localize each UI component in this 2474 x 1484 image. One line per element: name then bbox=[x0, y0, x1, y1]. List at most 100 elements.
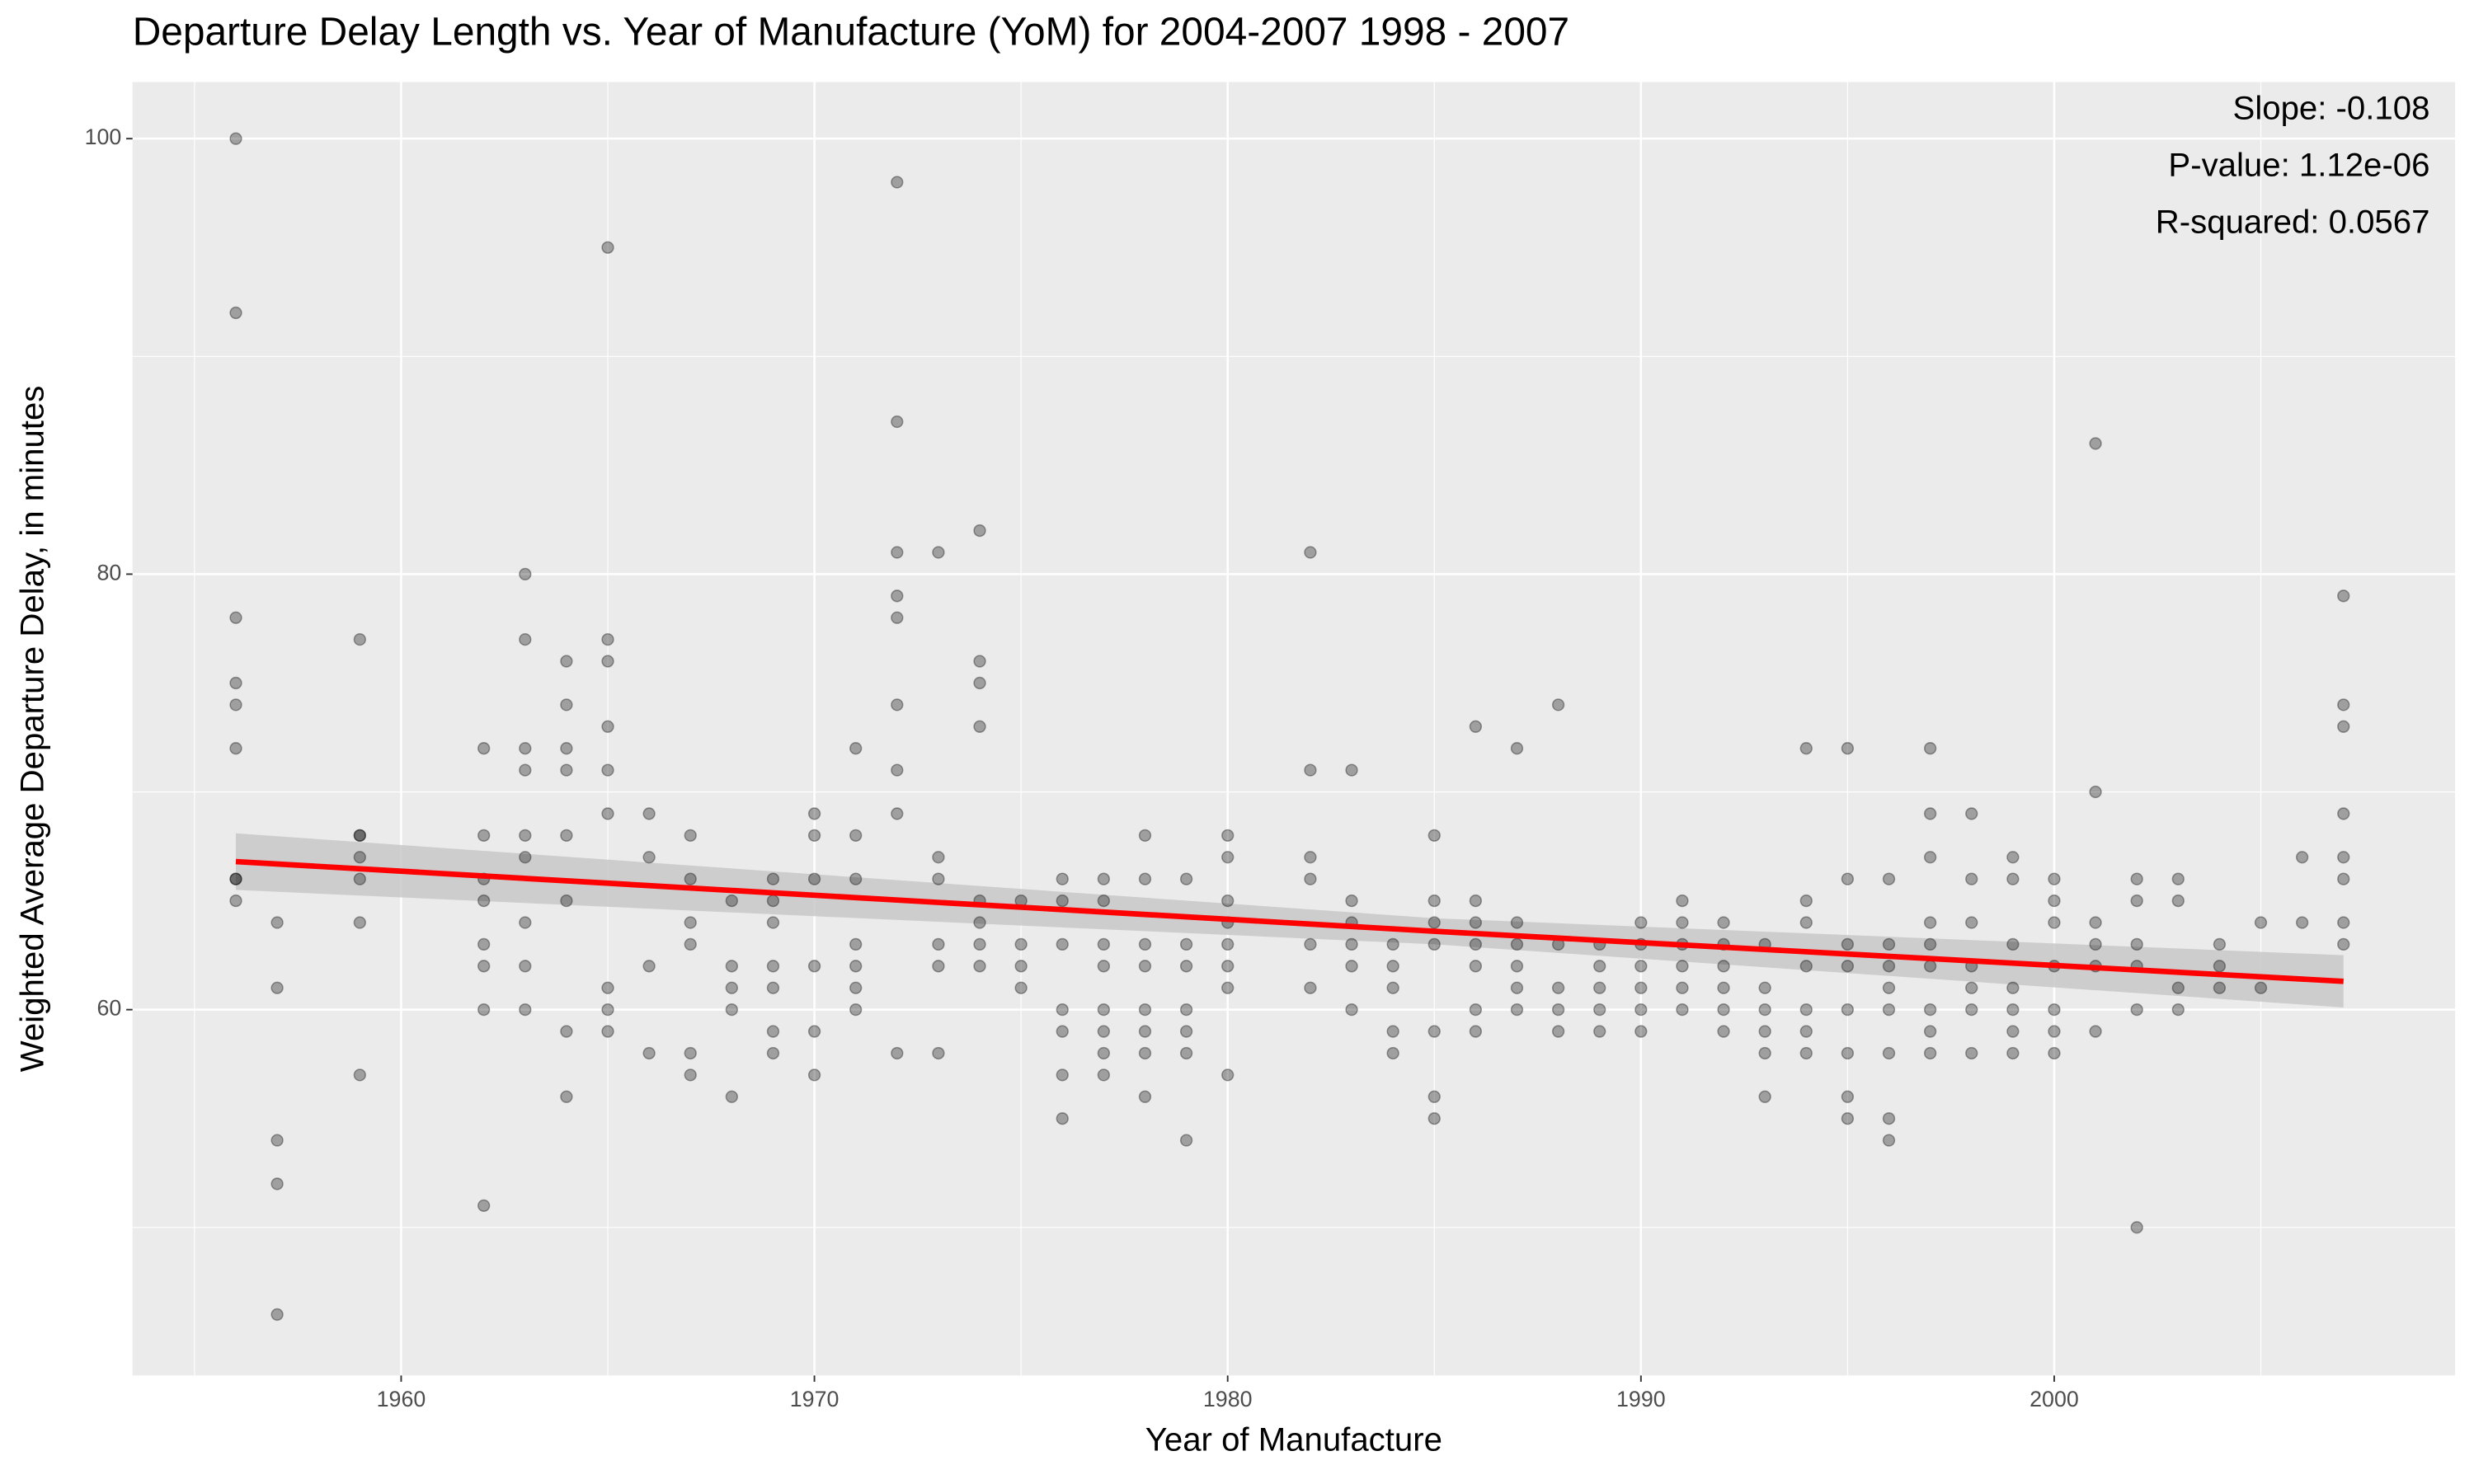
point bbox=[601, 1025, 614, 1038]
point bbox=[2130, 872, 2143, 885]
point bbox=[1841, 742, 1855, 755]
point bbox=[973, 524, 986, 538]
point bbox=[1551, 1003, 1565, 1017]
point bbox=[849, 937, 863, 951]
point bbox=[1758, 1003, 1771, 1017]
point bbox=[2006, 937, 2020, 951]
point bbox=[1427, 937, 1441, 951]
point bbox=[1923, 960, 1937, 973]
labels: 1960 1970 1980 1990 2000 60 80 100 Slope: -0.108… bbox=[85, 90, 2430, 1412]
point bbox=[849, 872, 863, 885]
point bbox=[849, 1003, 863, 1017]
point bbox=[973, 937, 986, 951]
point bbox=[2337, 851, 2350, 864]
point bbox=[1799, 1003, 1813, 1017]
point bbox=[725, 981, 738, 994]
point bbox=[519, 916, 532, 929]
point bbox=[519, 851, 532, 864]
point bbox=[1923, 1025, 1937, 1038]
point bbox=[973, 676, 986, 690]
point bbox=[1221, 894, 1235, 908]
point bbox=[1469, 960, 1483, 973]
point bbox=[2171, 894, 2185, 908]
point bbox=[1510, 937, 1524, 951]
point bbox=[560, 698, 573, 711]
y-tick-label: 100 bbox=[85, 124, 122, 149]
point bbox=[1799, 1046, 1813, 1060]
point bbox=[1634, 1003, 1648, 1017]
point bbox=[1923, 916, 1937, 929]
point bbox=[1882, 1112, 1896, 1125]
point bbox=[519, 829, 532, 843]
point bbox=[2130, 1003, 2143, 1017]
point bbox=[477, 937, 491, 951]
point bbox=[2048, 872, 2061, 885]
point bbox=[477, 742, 491, 755]
point bbox=[1221, 981, 1235, 994]
point bbox=[1469, 1003, 1483, 1017]
grid bbox=[132, 82, 2456, 1376]
point bbox=[807, 1068, 821, 1082]
points bbox=[229, 132, 2350, 1322]
point bbox=[2048, 1025, 2061, 1038]
point bbox=[1345, 1003, 1358, 1017]
point bbox=[932, 960, 945, 973]
point bbox=[1923, 937, 1937, 951]
point bbox=[1138, 960, 1152, 973]
point bbox=[270, 1177, 284, 1190]
point bbox=[849, 960, 863, 973]
point bbox=[2337, 589, 2350, 603]
point bbox=[1221, 829, 1235, 843]
point bbox=[807, 1025, 821, 1038]
point bbox=[1469, 894, 1483, 908]
point bbox=[1510, 960, 1524, 973]
point bbox=[891, 176, 904, 189]
point bbox=[1634, 981, 1648, 994]
fit-layer bbox=[235, 858, 2344, 984]
point bbox=[1056, 1003, 1069, 1017]
point bbox=[1427, 894, 1441, 908]
point bbox=[2171, 872, 2185, 885]
point bbox=[1179, 1134, 1193, 1147]
point bbox=[766, 1025, 780, 1038]
point bbox=[1965, 807, 1978, 820]
panel bbox=[132, 82, 2456, 1376]
point bbox=[1841, 1046, 1855, 1060]
point bbox=[2254, 981, 2268, 994]
point bbox=[1138, 1046, 1152, 1060]
point bbox=[519, 567, 532, 581]
point bbox=[601, 241, 614, 254]
point bbox=[2006, 981, 2020, 994]
point bbox=[477, 829, 491, 843]
point bbox=[891, 589, 904, 603]
point bbox=[1799, 1025, 1813, 1038]
point bbox=[2213, 981, 2227, 994]
point bbox=[353, 632, 366, 646]
point bbox=[2337, 698, 2350, 711]
point bbox=[353, 916, 366, 929]
point bbox=[2006, 1046, 2020, 1060]
point bbox=[1965, 981, 1978, 994]
point bbox=[1510, 742, 1524, 755]
point bbox=[891, 763, 904, 777]
point bbox=[1923, 807, 1937, 820]
point bbox=[973, 960, 986, 973]
annotation: R-squared: 0.0567 bbox=[2156, 203, 2430, 240]
point bbox=[2006, 1003, 2020, 1017]
point bbox=[2006, 1025, 2020, 1038]
point bbox=[229, 742, 242, 755]
point bbox=[1841, 872, 1855, 885]
point bbox=[1799, 960, 1813, 973]
point bbox=[807, 807, 821, 820]
point bbox=[2089, 785, 2102, 799]
point bbox=[1634, 1025, 1648, 1038]
point bbox=[1345, 894, 1358, 908]
x-tick-label: 1980 bbox=[1203, 1387, 1253, 1411]
y-tick-label: 60 bbox=[97, 996, 122, 1021]
point bbox=[1965, 872, 1978, 885]
point bbox=[2171, 981, 2185, 994]
point bbox=[1510, 1003, 1524, 1017]
point bbox=[1345, 763, 1358, 777]
point bbox=[2295, 851, 2309, 864]
